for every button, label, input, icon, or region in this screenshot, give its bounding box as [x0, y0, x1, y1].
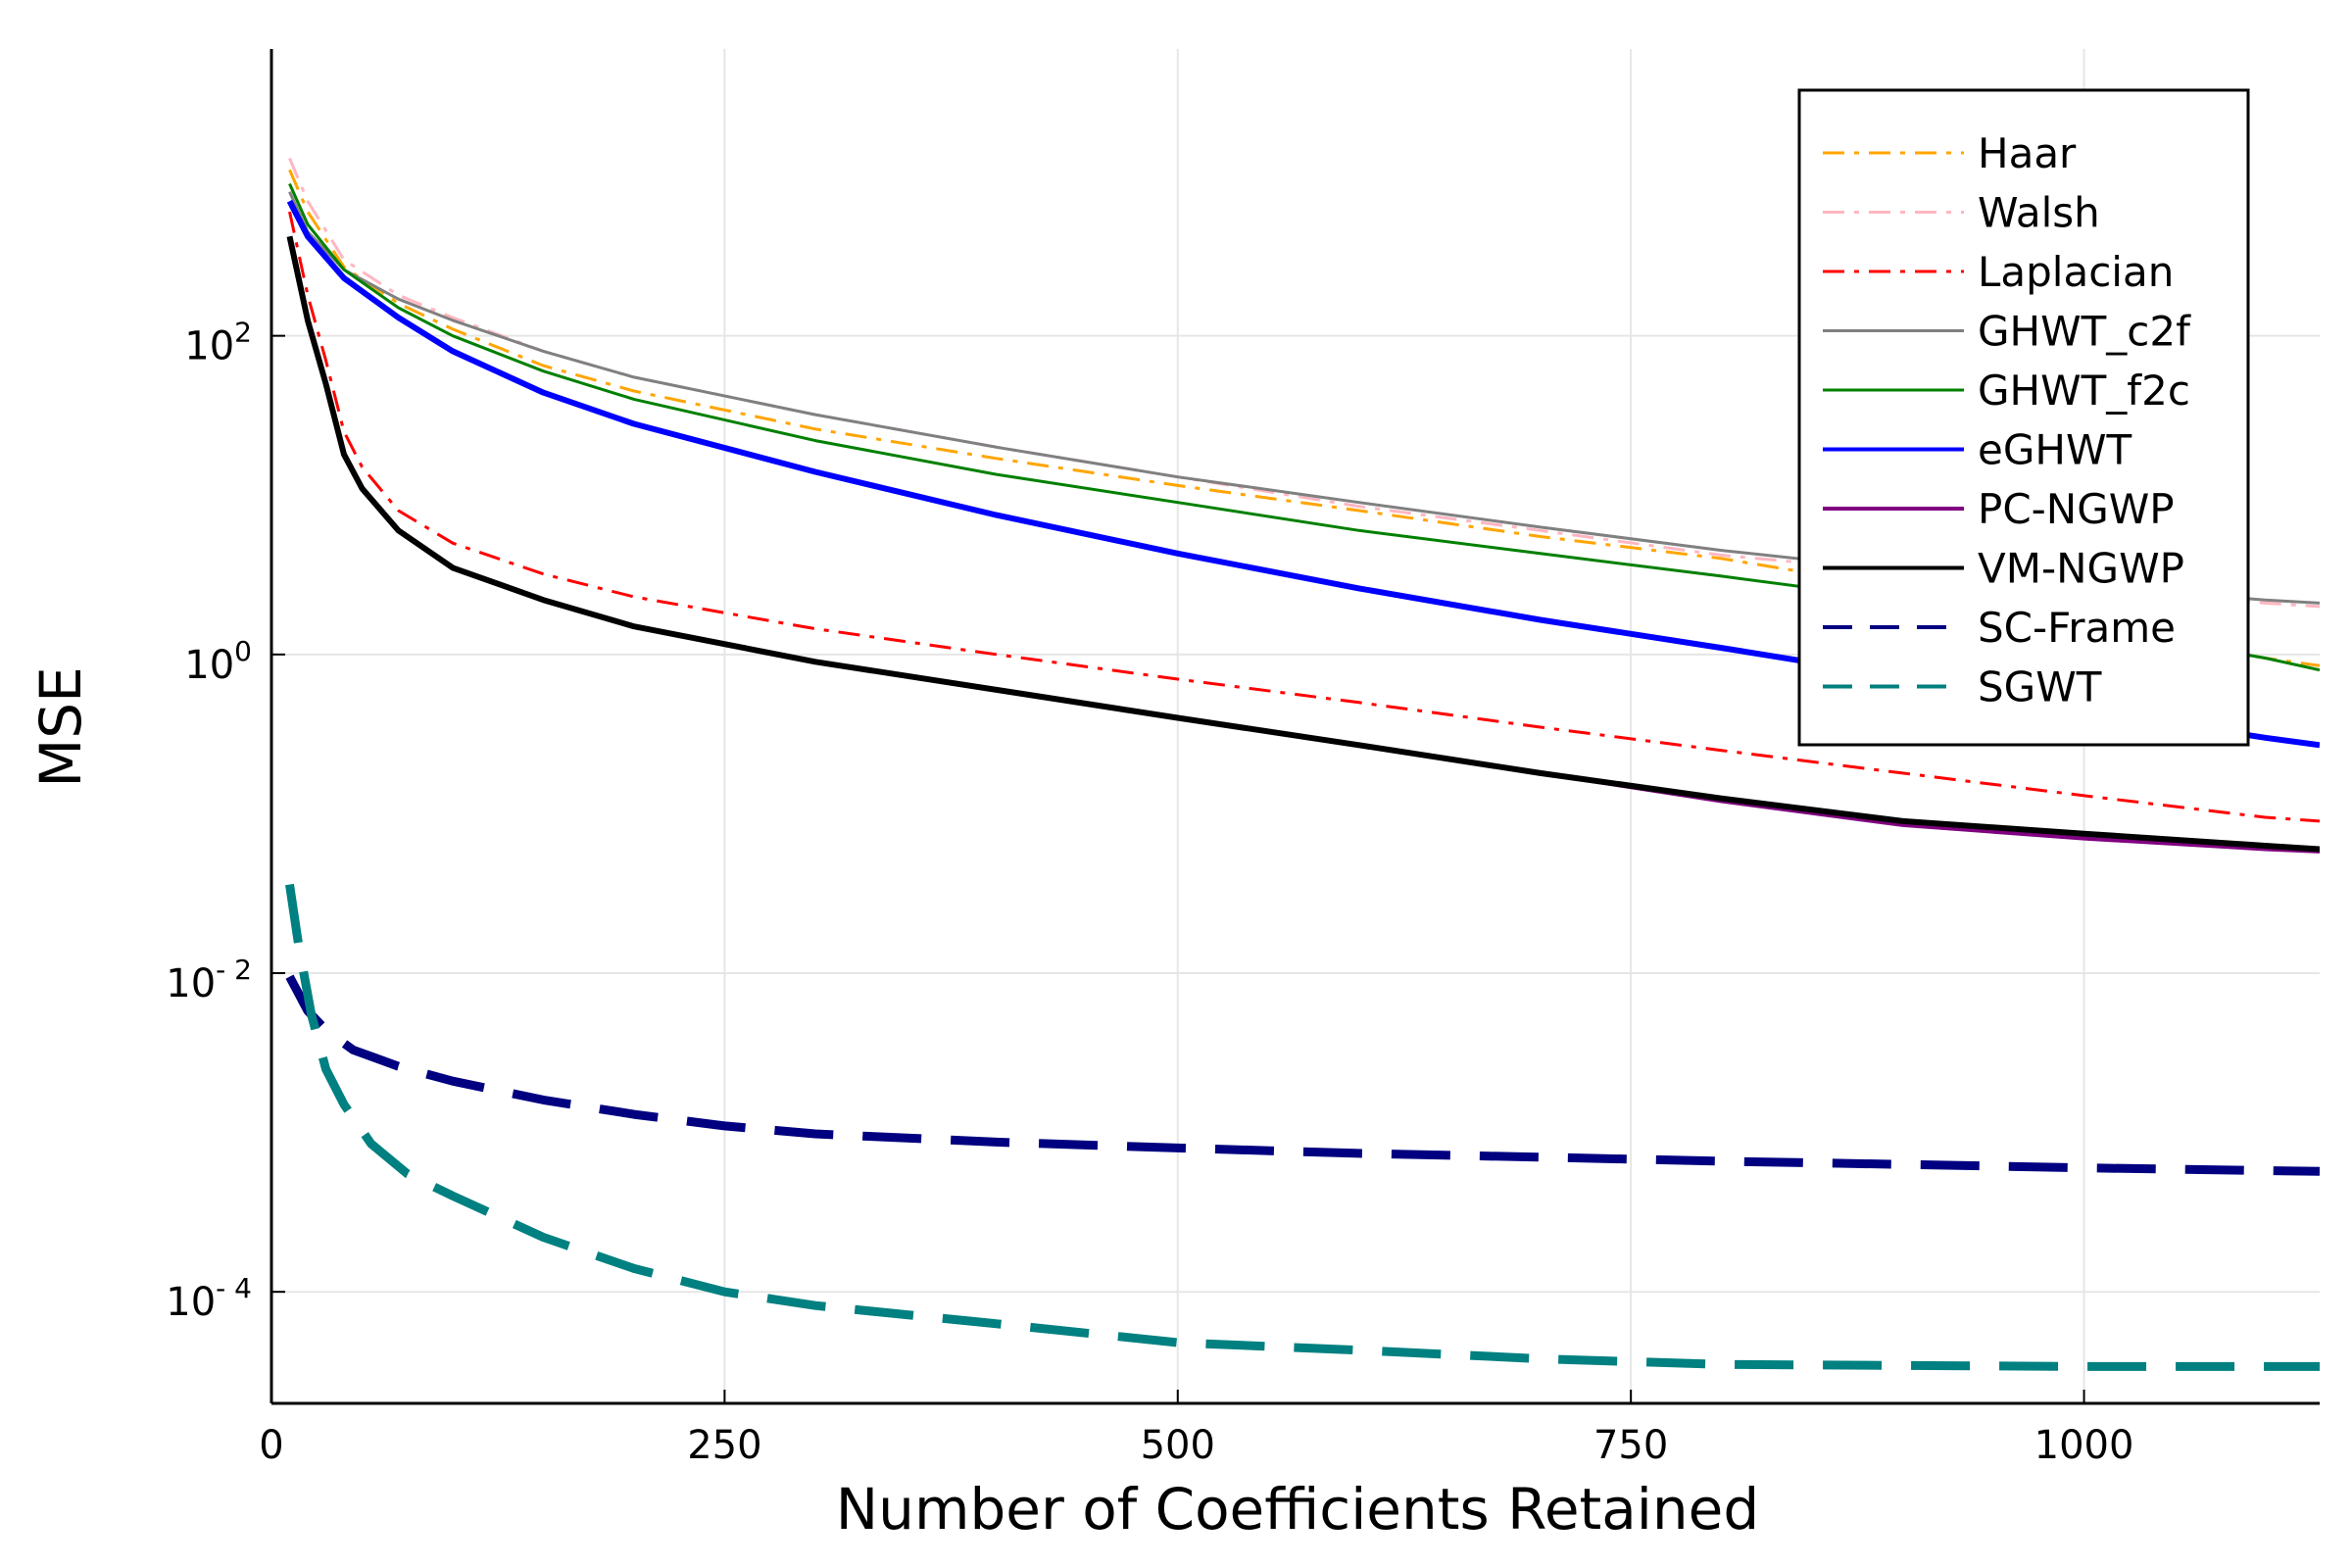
y-tick-label: 10- 2 [166, 954, 252, 1006]
x-tick-label: 500 [1141, 1423, 1215, 1468]
x-tick-label: 250 [687, 1423, 761, 1468]
legend-label-laplacian: Laplacian [1978, 248, 2174, 296]
legend-label-eghwt: eGHWT [1978, 426, 2132, 474]
legend-label-haar: Haar [1978, 129, 2077, 177]
legend-label-ghwt-c2f: GHWT_c2f [1978, 308, 2191, 356]
y-tick-label: 102 [184, 317, 252, 369]
legend-label-walsh: Walsh [1978, 189, 2100, 237]
x-tick-label: 0 [259, 1423, 283, 1468]
y-tick-label: 10- 4 [166, 1272, 252, 1325]
legend-label-pc-ngwp: PC-NGWP [1978, 485, 2175, 533]
tick-labels: 0 250 500 750 1000 102 100 10- 2 10- 4 [166, 317, 2133, 1468]
legend-label-sc-frame: SC-Frame [1978, 604, 2176, 652]
series-line-sc-frame [285, 974, 2320, 1176]
series-line-vm-ngwp [286, 235, 2320, 853]
legend: Haar Walsh Laplacian GHWT_c2f GHWT_f2c eGHWT P… [1797, 88, 2250, 747]
legend-box [1797, 88, 2250, 747]
legend-label-sgwt: SGWT [1978, 663, 2102, 711]
x-tick-label: 750 [1593, 1423, 1668, 1468]
x-tick-label: 1000 [2034, 1423, 2134, 1468]
y-tick-label: 100 [184, 635, 252, 688]
legend-label-ghwt-f2c: GHWT_f2c [1978, 367, 2190, 415]
series-line-sgwt [285, 883, 2320, 1371]
legend-label-vm-ngwp: VM-NGWP [1978, 545, 2184, 593]
series-line-laplacian [288, 211, 2320, 823]
x-axis-title: Number of Coefficients Retained [836, 1476, 1759, 1543]
axes [270, 49, 2320, 1405]
y-axis-title: MSE [27, 666, 94, 788]
series-line-haar [288, 169, 2320, 667]
